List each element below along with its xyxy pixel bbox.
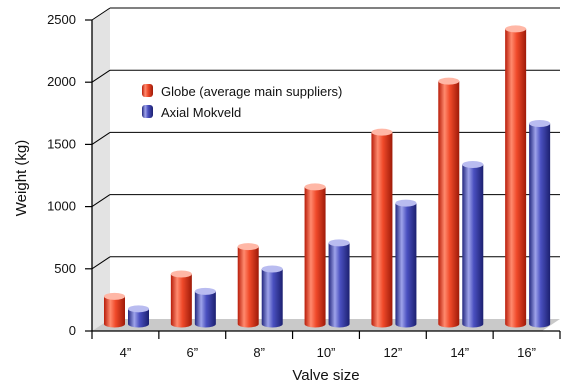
legend-swatch-globe <box>142 84 153 97</box>
bar-axial <box>194 287 216 328</box>
x-tick-label: 16” <box>517 345 536 360</box>
x-tick-label: 4” <box>120 345 132 360</box>
legend-label-axial: Axial Mokveld <box>161 105 241 120</box>
bar-globe <box>104 292 125 328</box>
x-tick-label: 6” <box>187 345 199 360</box>
bar-axial <box>529 119 551 328</box>
gridline-diagonal <box>91 69 111 83</box>
bar-axial <box>261 265 283 328</box>
y-tick-label: 500 <box>54 261 76 276</box>
gridline-diagonal <box>91 256 111 270</box>
bar-axial <box>395 199 417 328</box>
legend-label-globe: Globe (average main suppliers) <box>161 84 342 99</box>
bar-globe <box>304 183 326 328</box>
x-tick-label: 10” <box>317 345 336 360</box>
legend-item-globe: Globe (average main suppliers) <box>142 84 342 99</box>
gridline-diagonal <box>91 7 111 21</box>
plot-floor <box>92 319 560 331</box>
y-tick-label: 0 <box>69 323 76 338</box>
bar-globe <box>505 25 527 328</box>
bar-globe <box>371 128 393 328</box>
bar-globe <box>170 270 192 328</box>
x-tick-label: 8” <box>253 345 265 360</box>
y-axis-title: Weight (kg) <box>13 140 30 216</box>
y-tick-label: 1000 <box>47 199 76 214</box>
legend: Globe (average main suppliers) Axial Mok… <box>142 84 342 120</box>
plot-side-wall <box>92 8 110 331</box>
x-axis-title: Valve size <box>292 367 359 384</box>
bar-globe <box>237 243 259 328</box>
x-tick-label: 12” <box>383 345 402 360</box>
y-tick-label: 2500 <box>47 12 76 27</box>
y-tick-label: 2000 <box>47 74 76 89</box>
x-tick-label: 14” <box>450 345 469 360</box>
bar-axial <box>328 239 350 328</box>
bar-axial <box>128 305 149 328</box>
gridline-diagonal <box>91 194 111 208</box>
bar-globe <box>438 77 460 328</box>
y-tick-label: 1500 <box>47 136 76 151</box>
legend-swatch-axial <box>142 105 153 118</box>
bar-axial <box>462 161 484 328</box>
legend-item-axial: Axial Mokveld <box>142 105 241 120</box>
gridline-diagonal <box>91 131 111 145</box>
